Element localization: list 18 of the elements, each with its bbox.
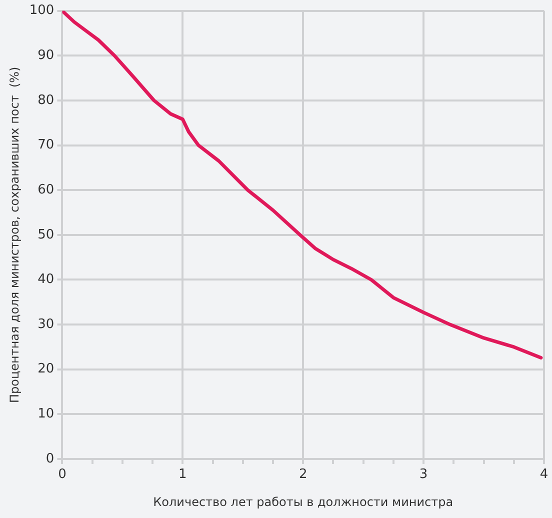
- y-axis-title: Процентная доля министров, сохранивших пост (%): [7, 66, 22, 404]
- x-tick-label: 4: [540, 467, 548, 482]
- x-tick-label: 0: [58, 467, 66, 482]
- x-tick-label: 3: [419, 467, 428, 482]
- y-tick-label: 20: [38, 362, 54, 377]
- y-tick-label: 0: [46, 451, 54, 466]
- y-tick-label: 50: [38, 227, 54, 242]
- y-tick-label: 80: [38, 92, 54, 108]
- x-axis-title: Количество лет работы в должности министра: [153, 494, 454, 509]
- y-tick-label: 70: [38, 138, 54, 153]
- y-tick-label: 40: [38, 272, 54, 288]
- y-tick-label: 30: [38, 316, 54, 332]
- x-tick-label: 1: [178, 467, 187, 482]
- y-tick-label: 10: [38, 406, 54, 422]
- y-tick-label: 100: [29, 3, 54, 18]
- y-tick-label: 60: [38, 182, 54, 198]
- x-tick-label: 2: [298, 467, 308, 482]
- y-tick-label: 90: [38, 48, 54, 63]
